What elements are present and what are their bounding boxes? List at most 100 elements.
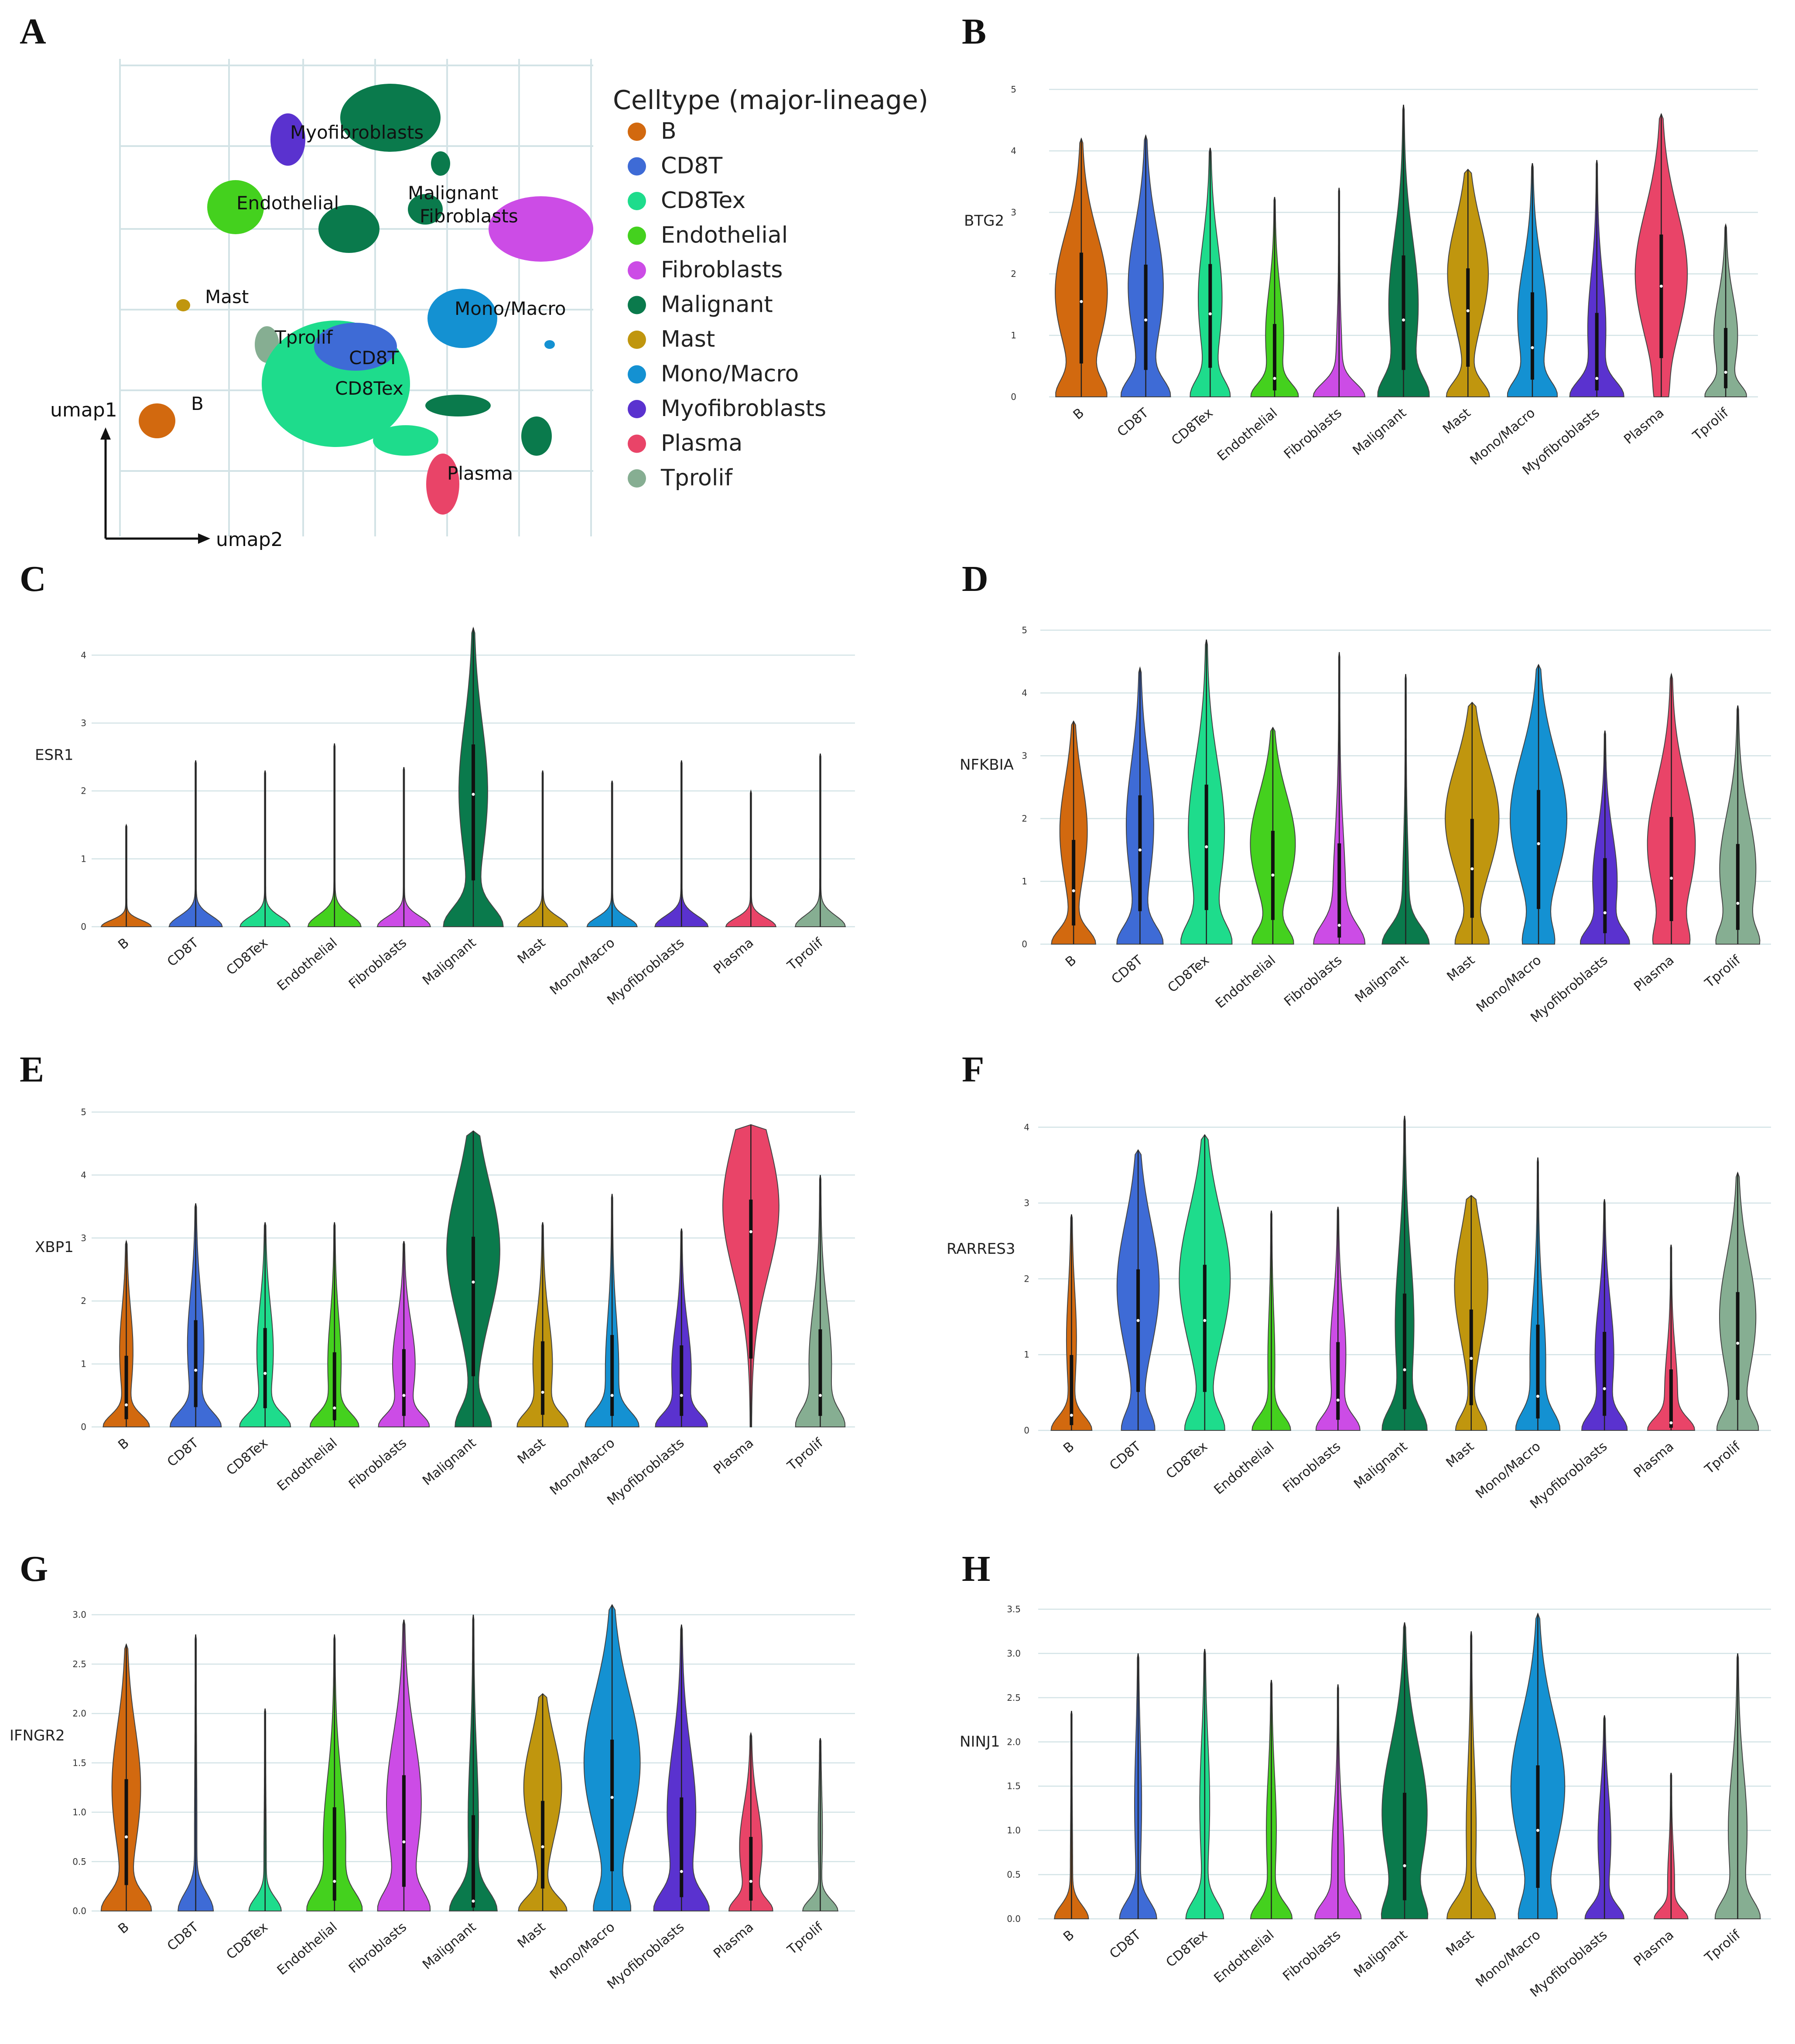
y-tick-label: 4 <box>81 1170 86 1180</box>
umap-label-fibroblasts: Fibroblasts <box>420 205 518 227</box>
violin-iqr-b <box>1072 839 1076 926</box>
category-label-fibroblasts: Fibroblasts <box>346 1435 410 1492</box>
violin-iqr-fibroblasts <box>402 1775 406 1887</box>
y-tick-label: 2 <box>81 1296 86 1306</box>
y-tick-label: 3 <box>81 718 86 728</box>
violin-median-tprolif <box>818 1394 822 1397</box>
violin-iqr-b <box>124 1355 128 1420</box>
violin-iqr-myofibroblasts <box>680 1797 684 1897</box>
violin-panel-g: G 0.0 0.5 1.0 1.5 2.0 2.5 3.0 IFNGR2 B CD8T CD8Tex E… <box>10 1549 855 1993</box>
category-label-tprolif: Tprolif <box>1702 1927 1744 1966</box>
legend-marker-plasma <box>628 434 646 453</box>
violin-median-mast <box>541 1845 544 1849</box>
category-label-b: B <box>1070 405 1087 423</box>
y-tick-label: 2 <box>81 786 86 796</box>
category-label-b: B <box>115 935 132 952</box>
category-label-plasma: Plasma <box>711 1435 756 1477</box>
category-label-cd8t: CD8T <box>164 935 202 970</box>
legend-label-tprolif: Tprolif <box>660 465 733 491</box>
y-tick-label: 1.0 <box>72 1807 86 1818</box>
category-label-mast: Mast <box>1444 952 1478 984</box>
violin-median-cd8t <box>194 1368 198 1372</box>
umap-label-mast: Mast <box>205 286 249 307</box>
legend-label-myofibroblasts: Myofibroblasts <box>661 396 826 422</box>
y-tick-label: 1 <box>1022 876 1027 887</box>
violin-iqr-malignant <box>1402 255 1405 370</box>
violin-iqr-tprolif <box>1724 328 1728 389</box>
violin-median-malignant <box>1403 1368 1406 1372</box>
umap2-arrowhead <box>198 533 210 544</box>
umap-label-cd8tex: CD8Tex <box>335 378 403 399</box>
y-tick-label: 0.5 <box>72 1856 86 1867</box>
category-label-cd8tex: CD8Tex <box>224 935 271 978</box>
violin-median-plasma <box>1659 284 1663 288</box>
category-label-fibroblasts: Fibroblasts <box>1280 1439 1344 1495</box>
violin-median-mono-macro <box>1537 842 1540 846</box>
umap-cluster-malignant <box>340 84 441 152</box>
violin-iqr-malignant <box>1403 1792 1406 1901</box>
y-tick-label: 2 <box>1011 269 1016 279</box>
violin-iqr-fibroblasts <box>1336 1342 1340 1420</box>
violin-median-tprolif <box>1736 901 1740 905</box>
category-label-mono-macro: Mono/Macro <box>1473 1927 1543 1990</box>
umap1-axis-label: umap1 <box>50 399 117 421</box>
violin-iqr-cd8t <box>1144 264 1148 370</box>
category-label-malignant: Malignant <box>420 1435 479 1488</box>
category-label-mast: Mast <box>1440 405 1474 437</box>
violin-panel-c: C 0 1 2 3 4 ESR1 B CD8T CD8Tex Endothelial Fibrobla… <box>20 559 855 1008</box>
violin-panel-h: H 0.0 0.5 1.0 1.5 2.0 2.5 3.0 3.5 NINJ1 B CD8T CD8Te… <box>960 1549 1771 2000</box>
category-label-tprolif: Tprolif <box>1702 1438 1744 1477</box>
violin-median-fibroblasts <box>1336 1398 1340 1402</box>
category-label-endothelial: Endothelial <box>1211 1927 1277 1986</box>
violin-iqr-tprolif <box>1736 1292 1740 1400</box>
legend-marker-mono-macro <box>628 365 646 384</box>
category-label-b: B <box>1060 1439 1077 1456</box>
umap-label-myofibroblasts: Myofibroblasts <box>290 122 424 143</box>
violin-iqr-plasma <box>749 1199 753 1359</box>
violin-median-fibroblasts <box>402 1840 406 1843</box>
panel-letter-g: G <box>20 1549 48 1589</box>
violin-iqr-cd8tex <box>263 1328 267 1409</box>
y-tick-label: 2.5 <box>1007 1693 1021 1703</box>
y-tick-label: 4 <box>81 650 86 660</box>
violin-iqr-fibroblasts <box>1337 843 1341 938</box>
category-label-endothelial: Endothelial <box>274 1435 340 1494</box>
umap-cluster-cd8tex <box>373 425 438 456</box>
violin-iqr-mast <box>541 1341 545 1415</box>
umap-cluster-mono-macro <box>544 340 555 349</box>
category-label-cd8t: CD8T <box>164 1435 202 1470</box>
violin-iqr-cd8t <box>194 1320 198 1407</box>
violin-panel-f: F 0 1 2 3 4 RARRES3 B CD8T CD8Tex Endothelial Fibro… <box>947 1049 1771 1512</box>
category-label-fibroblasts: Fibroblasts <box>346 1919 410 1976</box>
category-label-mast: Mast <box>1443 1439 1477 1471</box>
y-tick-label: 0 <box>1011 392 1016 402</box>
legend-title: Celltype (major-lineage) <box>613 85 928 116</box>
umap1-arrowhead <box>100 427 111 440</box>
y-tick-label: 1 <box>81 1359 86 1369</box>
violin-median-cd8t <box>1136 1319 1140 1322</box>
legend-marker-tprolif <box>628 469 646 488</box>
category-label-mono-macro: Mono/Macro <box>547 1919 618 1982</box>
violin-iqr-malignant <box>472 1236 475 1376</box>
category-label-plasma: Plasma <box>1631 1927 1677 1969</box>
violin-median-mono-macro <box>1536 1829 1539 1832</box>
category-label-cd8t: CD8T <box>1115 405 1152 440</box>
violin-median-b <box>1072 889 1075 893</box>
category-label-endothelial: Endothelial <box>1211 1439 1277 1498</box>
violin-median-b <box>125 1403 128 1406</box>
category-label-malignant: Malignant <box>1351 1927 1410 1980</box>
category-label-mast: Mast <box>515 1435 549 1467</box>
y-tick-label: 3.0 <box>72 1610 86 1620</box>
y-tick-label: 3 <box>1024 1198 1029 1208</box>
umap-cluster-b <box>139 403 175 438</box>
legend-label-plasma: Plasma <box>661 430 742 457</box>
violin-iqr-myofibroblasts <box>680 1345 684 1416</box>
violin-median-fibroblasts <box>1337 924 1341 927</box>
violin-median-endothelial <box>1271 874 1275 877</box>
violin-iqr-endothelial <box>332 1352 336 1420</box>
violin-iqr-mono-macro <box>610 1740 614 1871</box>
umap-label-malignant: Malignant <box>408 182 498 204</box>
category-label-plasma: Plasma <box>1621 405 1667 447</box>
